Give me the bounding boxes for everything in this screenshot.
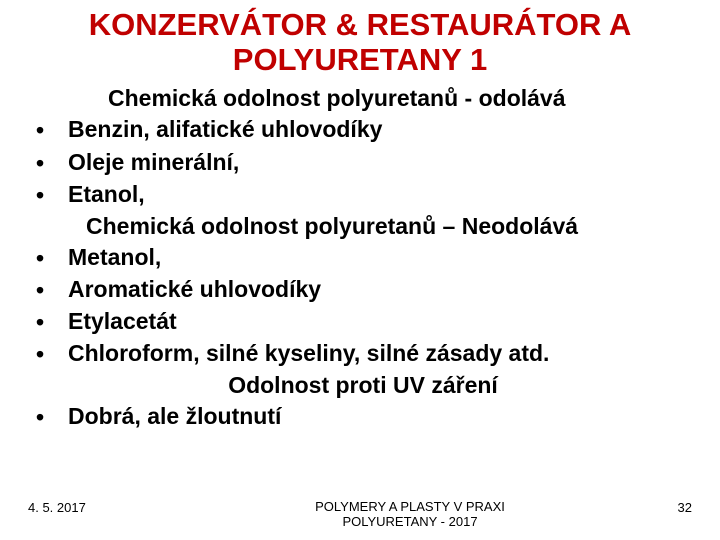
section-heading-2: Chemická odolnost polyuretanů – Neodoláv…: [34, 211, 692, 242]
list-item: • Oleje minerální,: [34, 147, 692, 179]
list-item-text: Aromatické uhlovodíky: [68, 274, 692, 305]
section-heading-1: Chemická odolnost polyuretanů - odolává: [34, 83, 692, 114]
list-item-text: Oleje minerální,: [68, 147, 692, 178]
list-item: • Etanol,: [34, 179, 692, 211]
footer-title-line-1: POLYMERY A PLASTY V PRAXI: [315, 499, 505, 514]
list-item: • Chloroform, silné kyseliny, silné zása…: [34, 338, 692, 370]
list-item: • Benzin, alifatické uhlovodíky: [34, 114, 692, 146]
list-item-text: Benzin, alifatické uhlovodíky: [68, 114, 692, 145]
bullet-icon: •: [34, 114, 68, 146]
list-item: • Metanol,: [34, 242, 692, 274]
list-item-text: Metanol,: [68, 242, 692, 273]
bullet-icon: •: [34, 338, 68, 370]
bullet-icon: •: [34, 242, 68, 274]
list-item-text: Dobrá, ale žloutnutí: [68, 401, 692, 432]
footer-date: 4. 5. 2017: [28, 500, 188, 515]
slide: KONZERVÁTOR & RESTAURÁTOR A POLYURETANY …: [0, 0, 720, 540]
list-item: • Aromatické uhlovodíky: [34, 274, 692, 306]
list-item-text: Etylacetát: [68, 306, 692, 337]
list-item-text: Chloroform, silné kyseliny, silné zásady…: [68, 338, 692, 369]
slide-content: Chemická odolnost polyuretanů - odolává …: [28, 83, 692, 433]
list-item-text: Etanol,: [68, 179, 692, 210]
bullet-icon: •: [34, 147, 68, 179]
bullet-icon: •: [34, 401, 68, 433]
footer-center: POLYMERY A PLASTY V PRAXI POLYURETANY - …: [188, 500, 632, 530]
bullet-icon: •: [34, 274, 68, 306]
list-item: • Etylacetát: [34, 306, 692, 338]
title-line-1: KONZERVÁTOR & RESTAURÁTOR A: [89, 7, 632, 42]
slide-footer: 4. 5. 2017 POLYMERY A PLASTY V PRAXI POL…: [0, 500, 720, 530]
bullet-icon: •: [34, 179, 68, 211]
section-heading-3: Odolnost proti UV záření: [34, 370, 692, 401]
list-item: • Dobrá, ale žloutnutí: [34, 401, 692, 433]
slide-title: KONZERVÁTOR & RESTAURÁTOR A POLYURETANY …: [28, 8, 692, 77]
title-line-2: POLYURETANY 1: [233, 42, 487, 77]
bullet-icon: •: [34, 306, 68, 338]
footer-page-number: 32: [632, 500, 692, 515]
footer-title-line-2: POLYURETANY - 2017: [342, 514, 477, 529]
